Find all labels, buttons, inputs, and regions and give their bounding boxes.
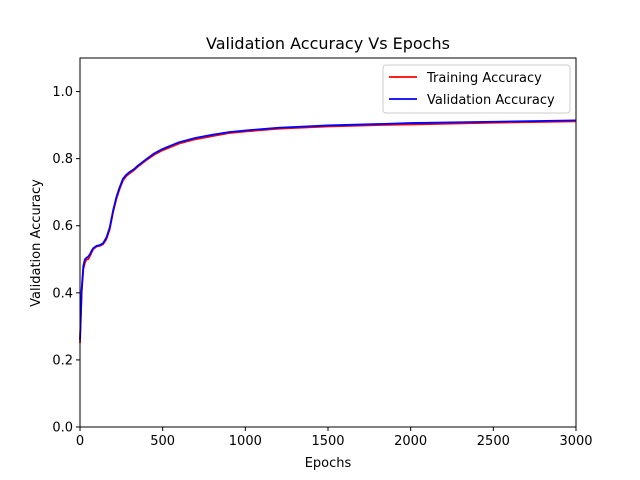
y-tick-label: 0.4	[52, 286, 73, 301]
x-axis-ticks: 0 500 1000 1500 2000 2500 3000	[76, 427, 593, 449]
x-tick-label: 1500	[311, 434, 344, 449]
x-axis-label: Epochs	[305, 456, 352, 471]
legend-box	[382, 64, 571, 114]
y-axis-ticks: 0.0 0.2 0.4 0.6 0.8 1.0	[52, 85, 80, 436]
x-tick-label: 500	[150, 434, 175, 449]
x-tick-label: 2000	[394, 434, 427, 449]
y-tick-label: 0.2	[52, 353, 73, 368]
plot-lines	[79, 119, 577, 344]
y-tick-label: 1.0	[52, 85, 73, 100]
y-tick-label: 0.0	[52, 421, 73, 436]
y-axis-label: Validation Accuracy	[29, 179, 44, 307]
chart-title: Validation Accuracy Vs Epochs	[206, 34, 450, 53]
x-tick-label: 0	[76, 434, 84, 449]
y-tick-label: 0.8	[52, 152, 73, 167]
x-tick-label: 1000	[229, 434, 262, 449]
legend-label: Training Accuracy	[426, 71, 542, 86]
x-tick-label: 2500	[477, 434, 510, 449]
x-tick-label: 3000	[559, 434, 592, 449]
legend-label: Validation Accuracy	[427, 93, 555, 108]
y-tick-label: 0.6	[52, 219, 73, 234]
series-line-validation-accuracy	[79, 119, 577, 340]
series-line-training-accuracy	[79, 120, 577, 344]
legend: Training Accuracy Validation Accuracy	[382, 64, 571, 114]
